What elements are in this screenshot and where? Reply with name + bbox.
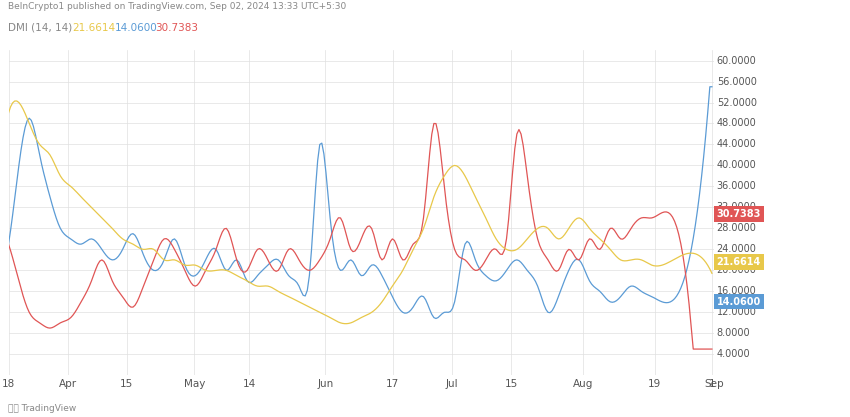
Text: 8.0000: 8.0000 [717, 328, 751, 338]
Text: 14.0600: 14.0600 [115, 23, 157, 33]
Text: 52.0000: 52.0000 [717, 98, 756, 108]
Text: 16.0000: 16.0000 [717, 286, 756, 296]
Text: 40.0000: 40.0000 [717, 161, 756, 171]
Text: 28.0000: 28.0000 [717, 224, 756, 234]
Text: 24.0000: 24.0000 [717, 244, 756, 254]
Text: 30.7383: 30.7383 [155, 23, 198, 33]
Text: 32.0000: 32.0000 [717, 202, 756, 212]
Text: 21.6614: 21.6614 [72, 23, 116, 33]
Text: 14.0600: 14.0600 [717, 296, 761, 306]
Text: 30.7383: 30.7383 [717, 209, 761, 219]
Text: 🅃🅅 TradingView: 🅃🅅 TradingView [8, 404, 76, 413]
Text: 12.0000: 12.0000 [717, 307, 756, 317]
Text: 36.0000: 36.0000 [717, 181, 756, 191]
Text: 60.0000: 60.0000 [717, 55, 756, 65]
Text: BeInCrypto1 published on TradingView.com, Sep 02, 2024 13:33 UTC+5:30: BeInCrypto1 published on TradingView.com… [8, 2, 347, 11]
Text: 20.0000: 20.0000 [717, 265, 756, 275]
Text: DMI (14, 14): DMI (14, 14) [8, 23, 73, 33]
Text: 4.0000: 4.0000 [717, 349, 751, 359]
Text: 56.0000: 56.0000 [717, 76, 756, 86]
Text: 48.0000: 48.0000 [717, 118, 756, 128]
Text: 44.0000: 44.0000 [717, 139, 756, 149]
Text: 21.6614: 21.6614 [717, 256, 761, 266]
